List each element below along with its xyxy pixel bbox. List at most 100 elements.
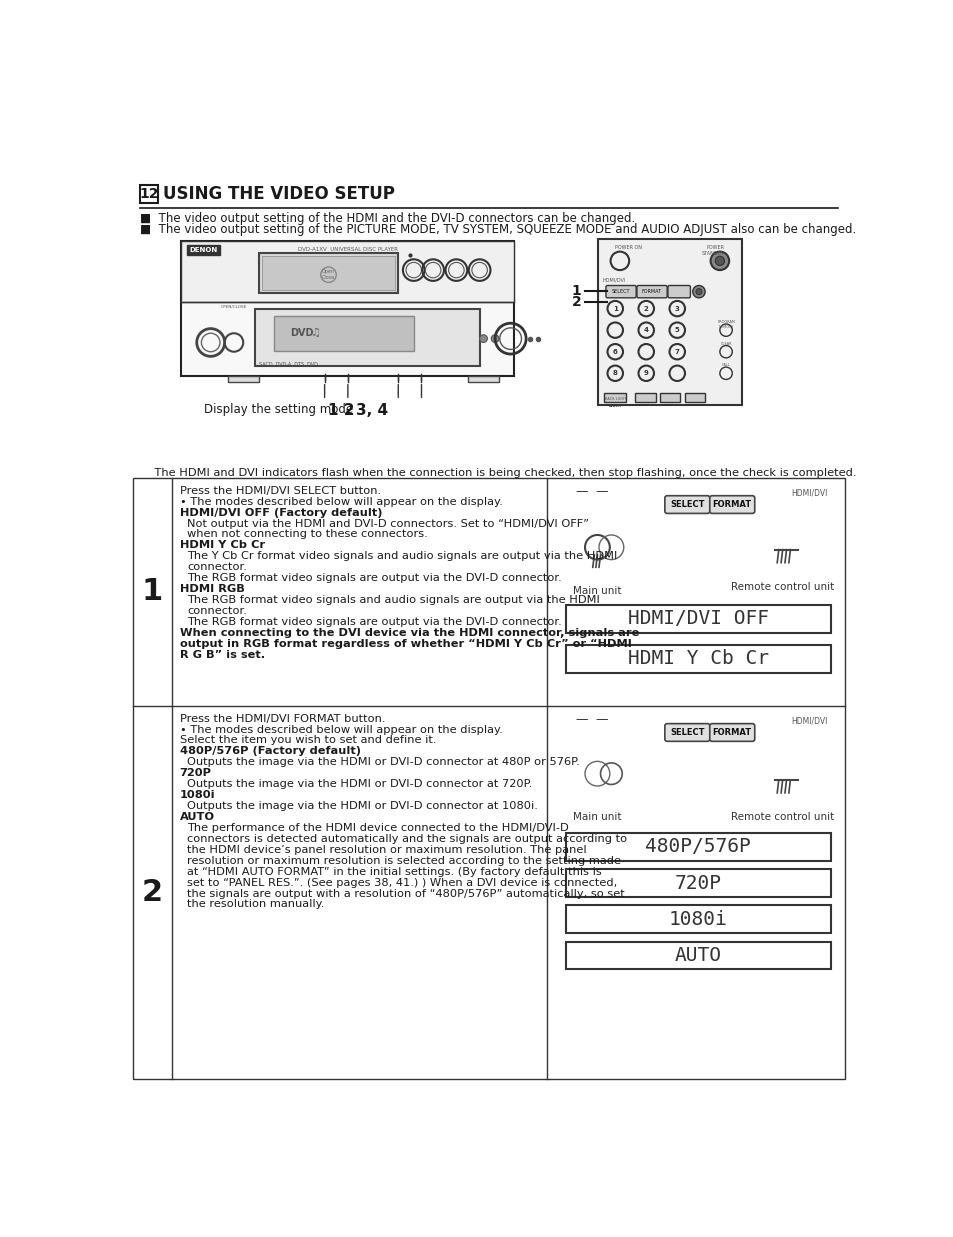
Bar [187, 245, 220, 255]
Text: set to “PANEL RES.”. (See pages 38, 41.) ) When a DVI device is connected,: set to “PANEL RES.”. (See pages 38, 41.)… [187, 877, 617, 888]
Text: Select the item you wish to set and define it.: Select the item you wish to set and defi… [179, 736, 436, 746]
Text: 1080i: 1080i [179, 790, 215, 800]
Text: Outputs the image via the HDMI or DVI-D connector at 1080i.: Outputs the image via the HDMI or DVI-D … [187, 802, 537, 811]
Text: connector.: connector. [187, 563, 247, 573]
Text: 3: 3 [674, 306, 679, 312]
Text: SELECT: SELECT [611, 289, 629, 294]
Text: 8: 8 [612, 370, 617, 376]
Text: 12: 12 [139, 187, 158, 202]
Circle shape [491, 335, 498, 343]
Text: the resolution manually.: the resolution manually. [187, 899, 324, 909]
Bar [659, 392, 679, 402]
Text: • The modes described below will appear on the display.: • The modes described below will appear … [179, 725, 502, 735]
Bar [468, 376, 498, 382]
Text: 720P: 720P [674, 873, 720, 893]
Text: • The modes described below will appear on the display.: • The modes described below will appear … [179, 496, 502, 507]
Text: —: — [575, 714, 588, 726]
Text: POWER ON: POWER ON [615, 245, 641, 250]
Text: The RGB format video signals are output via the DVI-D connector.: The RGB format video signals are output … [187, 617, 561, 627]
Text: LIGHT: LIGHT [608, 403, 621, 408]
Circle shape [479, 335, 487, 343]
Text: 4: 4 [643, 327, 648, 333]
Text: ♫: ♫ [311, 328, 321, 338]
Text: AUTO: AUTO [674, 946, 720, 965]
Text: DVD-A1XV  UNIVERSAL DISC PLAYER: DVD-A1XV UNIVERSAL DISC PLAYER [297, 247, 397, 252]
Text: Display the setting mode: Display the setting mode [204, 402, 354, 416]
Text: OPEN/CLOSE: OPEN/CLOSE [220, 304, 247, 309]
Bar [261, 256, 395, 291]
Text: 1: 1 [142, 578, 163, 606]
Text: 2: 2 [643, 306, 648, 312]
Text: Not output via the HDMI and DVI-D connectors. Set to “HDMI/DVI OFF”: Not output via the HDMI and DVI-D connec… [187, 518, 589, 528]
Text: AUTO: AUTO [179, 811, 214, 823]
Bar [604, 392, 625, 402]
Text: —: — [595, 485, 607, 499]
Circle shape [695, 288, 701, 294]
Text: the HDMI device’s panel resolution or maximum resolution. The panel: the HDMI device’s panel resolution or ma… [187, 845, 586, 855]
Text: resolution or maximum resolution is selected according to the setting made: resolution or maximum resolution is sele… [187, 856, 620, 866]
Text: POWER
STANDBY: POWER STANDBY [701, 245, 723, 256]
Text: 5: 5 [674, 327, 679, 333]
Text: 2: 2 [571, 296, 580, 309]
Text: HDMI Y Cb Cr: HDMI Y Cb Cr [179, 541, 265, 550]
Text: The HDMI and DVI indicators flash when the connection is being checked, then sto: The HDMI and DVI indicators flash when t… [140, 468, 856, 477]
Text: ■  The video output setting of the PICTURE MODE, TV SYSTEM, SQUEEZE MODE and AUD: ■ The video output setting of the PICTUR… [140, 223, 856, 236]
Bar [566, 870, 830, 897]
Text: 480P/576P: 480P/576P [644, 837, 750, 856]
Text: BACK LIGHT: BACK LIGHT [604, 397, 625, 401]
FancyBboxPatch shape [667, 286, 690, 298]
Text: HDMI/DVI OFF (Factory default): HDMI/DVI OFF (Factory default) [179, 507, 382, 517]
Text: DVD: DVD [290, 328, 313, 338]
Text: Remote control unit: Remote control unit [730, 813, 834, 823]
Text: when not connecting to these connectors.: when not connecting to these connectors. [187, 529, 428, 539]
Text: 480P/576P (Factory default): 480P/576P (Factory default) [179, 746, 360, 756]
Text: FORMAT: FORMAT [712, 500, 751, 508]
Text: SELECT: SELECT [669, 727, 704, 736]
Text: HDMI/DVI OFF: HDMI/DVI OFF [627, 610, 768, 628]
Bar [598, 239, 740, 404]
Text: SELECT: SELECT [669, 500, 704, 508]
Bar [181, 241, 514, 376]
Text: 9: 9 [643, 370, 648, 376]
Text: HDMI/DVI: HDMI/DVI [791, 489, 827, 497]
Bar [258, 254, 397, 293]
Text: HDMI Y Cb Cr: HDMI Y Cb Cr [627, 649, 768, 668]
Text: Main unit: Main unit [573, 813, 621, 823]
FancyBboxPatch shape [637, 286, 666, 298]
Text: CALL: CALL [720, 364, 730, 367]
Text: FORMAT: FORMAT [712, 727, 751, 736]
Bar [566, 644, 830, 673]
Text: output in RGB format regardless of whether “HDMI Y Cb Cr” or “HDMI: output in RGB format regardless of wheth… [179, 638, 631, 648]
Bar [181, 241, 514, 302]
Text: USING THE VIDEO SETUP: USING THE VIDEO SETUP [163, 186, 395, 203]
Text: ■  The video output setting of the HDMI and the DVI-D connectors can be changed.: ■ The video output setting of the HDMI a… [140, 212, 635, 225]
Text: connector.: connector. [187, 606, 247, 616]
Text: SACD  DVD·A  DTS  DVD: SACD DVD·A DTS DVD [258, 362, 317, 367]
Bar [566, 905, 830, 933]
Text: 6: 6 [612, 349, 617, 355]
Circle shape [715, 256, 723, 266]
Text: DENON: DENON [190, 247, 217, 254]
Text: The performance of the HDMI device connected to the HDMI/DVI-D: The performance of the HDMI device conne… [187, 823, 569, 833]
Text: The Y Cb Cr format video signals and audio signals are output via the HDMI: The Y Cb Cr format video signals and aud… [187, 552, 618, 562]
Text: Remote control unit: Remote control unit [730, 581, 834, 593]
Bar [254, 308, 479, 366]
Text: 7: 7 [674, 349, 679, 355]
Text: 720P: 720P [179, 768, 212, 778]
Circle shape [710, 251, 728, 270]
Text: —: — [595, 714, 607, 726]
Text: 2: 2 [142, 878, 163, 907]
FancyBboxPatch shape [709, 724, 754, 741]
Text: 1080i: 1080i [668, 909, 727, 929]
Text: at “HDMI AUTO FORMAT” in the initial settings. (By factory default this is: at “HDMI AUTO FORMAT” in the initial set… [187, 867, 601, 877]
Bar [140, 186, 158, 203]
Text: 1 2: 1 2 [328, 402, 355, 418]
Text: Outputs the image via the HDMI or DVI-D connector at 480P or 576P.: Outputs the image via the HDMI or DVI-D … [187, 757, 579, 767]
Text: Main unit: Main unit [573, 586, 621, 596]
Text: Press the HDMI/DVI SELECT button.: Press the HDMI/DVI SELECT button. [179, 486, 380, 496]
Text: When connecting to the DVI device via the HDMI connector, signals are: When connecting to the DVI device via th… [179, 628, 639, 638]
Text: HDMI/DVI: HDMI/DVI [601, 278, 625, 283]
Bar [133, 477, 843, 1079]
Text: CLEAR: CLEAR [720, 341, 731, 345]
Text: 1: 1 [571, 283, 580, 298]
